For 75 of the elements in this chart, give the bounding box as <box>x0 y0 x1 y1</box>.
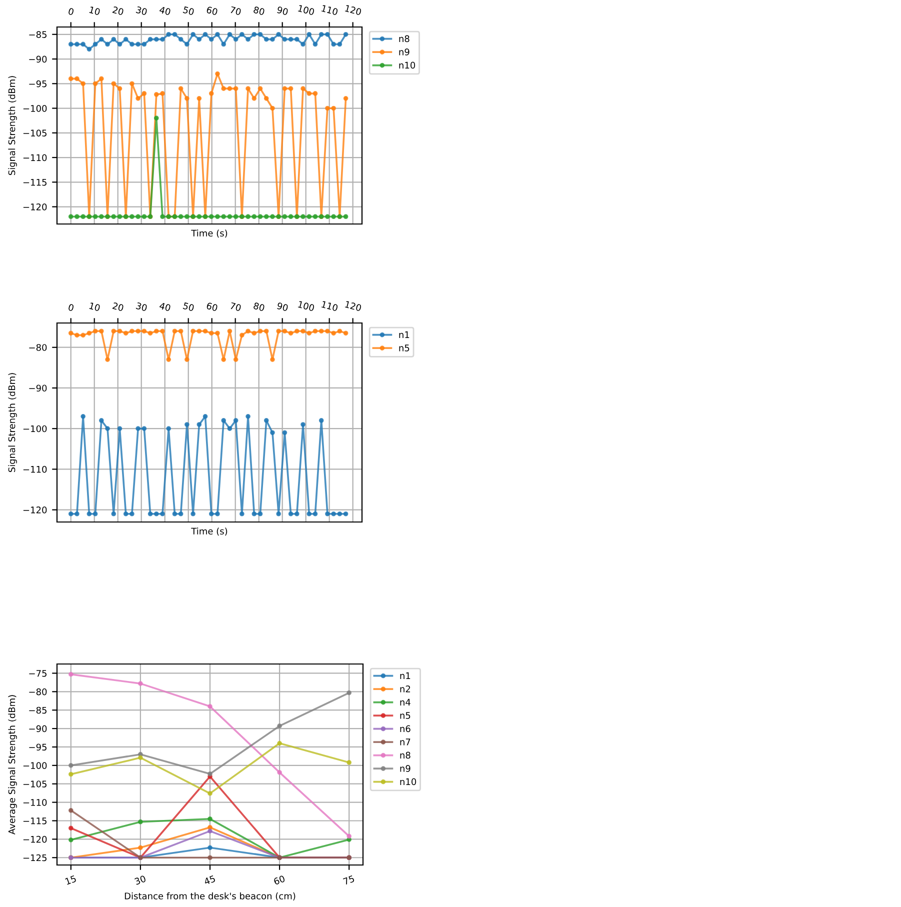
x-tick-label: 100 <box>298 4 315 16</box>
legend-label: n8 <box>399 35 410 42</box>
x-tick-label: 30 <box>136 6 148 16</box>
y-tick-label: −80 <box>29 344 47 351</box>
y-tick-label: −100 <box>23 425 47 432</box>
x-tick-label: 40 <box>159 302 171 312</box>
y-tick-label: −95 <box>29 744 46 751</box>
x-tick-label: 0 <box>68 304 74 312</box>
x-tick-label: 50 <box>182 6 194 16</box>
y-tick-label: −120 <box>23 836 47 843</box>
legend-label: n2 <box>400 686 410 692</box>
y-tick-label: −105 <box>23 130 46 136</box>
legend-label: n5 <box>400 712 410 719</box>
x-tick-label: 70 <box>230 6 242 16</box>
x-tick-label: 120 <box>344 4 362 16</box>
y-tick-label: −110 <box>23 466 47 473</box>
x-tick-label: 80 <box>253 302 265 312</box>
legend-label: n8 <box>400 752 410 759</box>
x-tick-label: 75 <box>342 875 355 885</box>
x-tick-label: 90 <box>276 302 288 312</box>
x-tick-label: 40 <box>159 6 171 16</box>
legend-label: n9 <box>399 48 410 56</box>
x-tick-label: 30 <box>136 302 148 312</box>
y-tick-label: −115 <box>23 178 46 186</box>
x-tick-label: 60 <box>273 875 286 885</box>
x-tick-label: 50 <box>182 302 194 312</box>
x-tick-label: 70 <box>230 302 242 312</box>
x-tick-label: 20 <box>112 302 124 312</box>
x-tick-label: 110 <box>321 4 338 16</box>
legend-label: n9 <box>400 765 410 772</box>
y-tick-label: −125 <box>23 854 46 862</box>
x-tick-label: 0 <box>68 8 74 16</box>
y-tick-label: −100 <box>23 762 47 769</box>
y-tick-label: −120 <box>23 506 47 514</box>
x-tick-label: 15 <box>65 875 76 885</box>
x-tick-label: 45 <box>204 875 216 886</box>
y-tick-label: −110 <box>23 154 47 162</box>
x-axis-title: Time (s) <box>191 230 228 238</box>
legend-label: n7 <box>400 738 410 746</box>
x-tick-label: 10 <box>89 6 100 16</box>
y-axis-title: Signal Strength (dBm) <box>8 373 17 472</box>
y-tick-label: −90 <box>29 56 47 63</box>
legend-label: n5 <box>399 344 410 352</box>
y-tick-label: −85 <box>29 31 46 38</box>
x-tick-label: 30 <box>134 875 146 885</box>
y-tick-label: −80 <box>29 688 47 696</box>
legend-label: n1 <box>400 672 410 679</box>
x-tick-label: 120 <box>344 300 362 312</box>
legend-label: n1 <box>399 331 410 338</box>
x-axis-title: Distance from the desk's beacon (cm) <box>124 892 296 900</box>
x-tick-label: 80 <box>253 6 265 16</box>
legend-label: n10 <box>399 62 416 69</box>
y-tick-label: −85 <box>29 706 46 714</box>
x-tick-label: 10 <box>89 302 100 312</box>
y-tick-label: −90 <box>29 384 47 392</box>
y-axis-title: Signal Strength (dBm) <box>8 76 17 176</box>
y-tick-label: −110 <box>23 799 47 806</box>
y-axis-title: Average Signal Strength (dBm) <box>8 695 17 835</box>
y-tick-label: −105 <box>23 780 46 788</box>
y-tick-label: −100 <box>23 104 47 112</box>
y-tick-label: −120 <box>23 203 47 210</box>
x-tick-label: 60 <box>206 302 218 312</box>
y-tick-label: −75 <box>29 670 46 677</box>
x-tick-label: 60 <box>206 6 218 16</box>
x-tick-label: 90 <box>276 6 288 16</box>
x-tick-label: 110 <box>321 300 338 312</box>
legend-label: n4 <box>400 698 410 706</box>
x-axis-title: Time (s) <box>191 528 228 536</box>
legend-label: n10 <box>400 778 416 786</box>
y-tick-label: −95 <box>29 80 46 88</box>
y-tick-label: −90 <box>29 725 47 732</box>
y-tick-label: −115 <box>23 818 46 824</box>
x-tick-label: 100 <box>298 300 315 312</box>
legend-label: n6 <box>400 725 410 732</box>
x-tick-label: 20 <box>112 6 124 16</box>
